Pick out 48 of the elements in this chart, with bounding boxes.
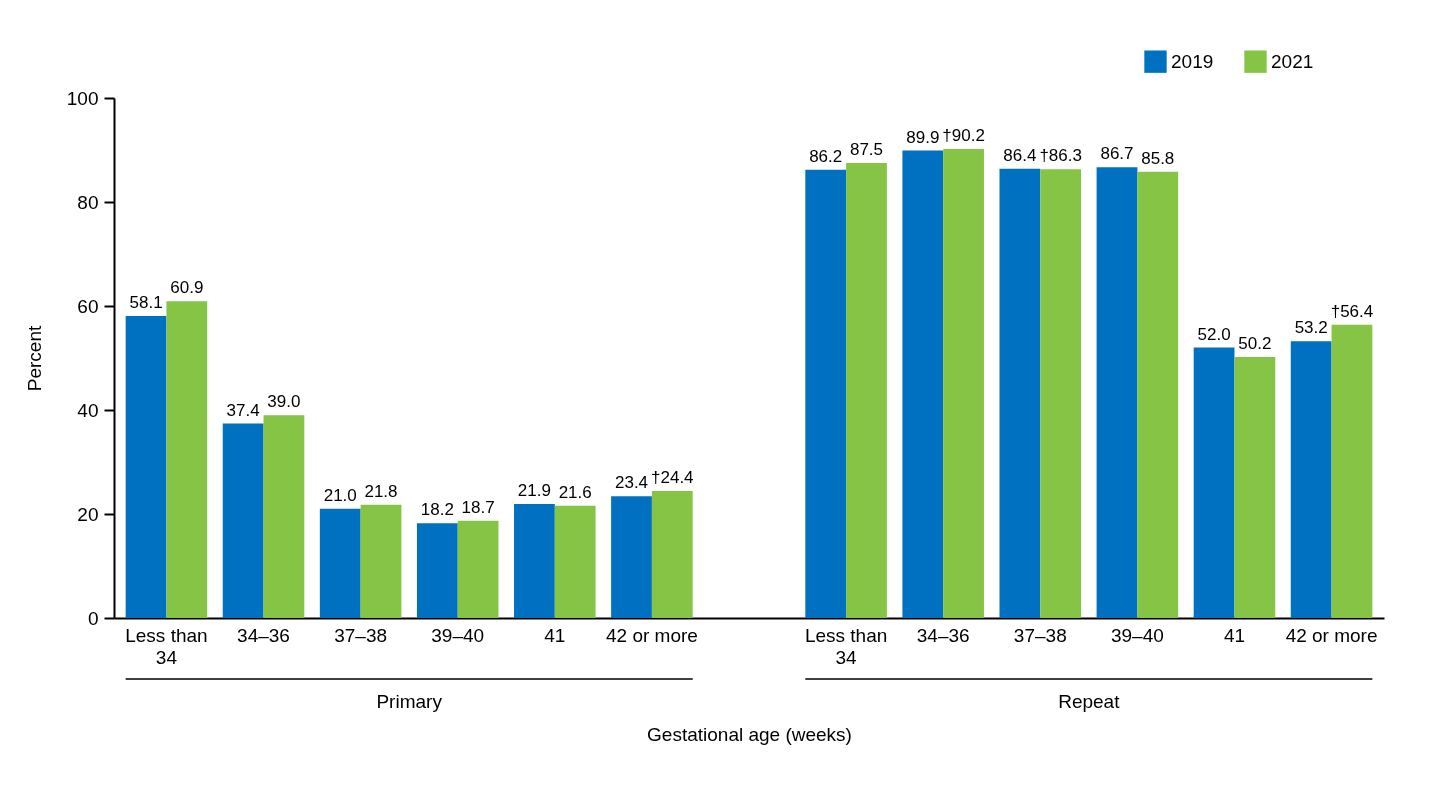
- data-label: 85.8: [1141, 148, 1175, 168]
- x-tick-label: Less than 34: [804, 624, 888, 668]
- text: Primary: [376, 691, 443, 712]
- x-tick-label: Less than 34: [125, 624, 208, 668]
- legend-label: 2019: [1171, 50, 1214, 72]
- x-tick-label: 34–36: [916, 624, 970, 646]
- x-tick-label: 37–38: [334, 624, 388, 646]
- y-tick-label: 0: [87, 607, 99, 629]
- data-label: 86.7: [1100, 144, 1134, 164]
- y-tick-label: 60: [77, 295, 99, 317]
- data-label: 37.4: [226, 400, 260, 420]
- data-label: 86.4: [1003, 145, 1037, 165]
- data-label: 23.4: [614, 473, 649, 493]
- data-label: †86.3: [1039, 146, 1082, 166]
- data-label: 18.2: [420, 500, 454, 520]
- data-label: 53.2: [1294, 318, 1328, 338]
- text: Repeat: [1058, 691, 1121, 712]
- y-tick-label: 100: [66, 87, 99, 109]
- data-label: 21.0: [323, 485, 357, 505]
- data-label: 60.9: [170, 278, 204, 298]
- x-tick-label: 39–40: [1110, 624, 1164, 646]
- data-label: †56.4: [1330, 301, 1374, 321]
- y-axis-title: Percent: [23, 325, 45, 392]
- x-tick-label: 34–36: [237, 624, 290, 646]
- x-tick-label: 37–38: [1013, 624, 1067, 646]
- data-label: 89.9: [906, 127, 940, 147]
- data-label: 21.8: [364, 481, 398, 501]
- data-label: 39.0: [267, 392, 301, 412]
- data-label: 87.5: [849, 140, 884, 159]
- data-label: 86.2: [809, 146, 843, 166]
- x-tick-label: 41: [1223, 624, 1246, 646]
- y-tick-label: 40: [77, 399, 99, 421]
- data-label: †90.2: [942, 125, 985, 145]
- y-tick-label: 80: [77, 191, 99, 213]
- data-label: 21.6: [558, 482, 592, 502]
- y-tick-label: 20: [77, 503, 99, 525]
- data-label: 52.0: [1197, 324, 1231, 344]
- data-label: 21.9: [517, 481, 551, 501]
- x-tick-label: 39–40: [431, 624, 485, 646]
- x-axis-title: Gestational age (weeks): [647, 723, 852, 745]
- data-label: 18.7: [461, 497, 495, 517]
- x-tick-label: 41: [544, 624, 566, 646]
- data-label: 50.2: [1238, 333, 1272, 353]
- data-label: †24.4: [651, 468, 694, 488]
- legend-label: 2021: [1271, 50, 1314, 72]
- x-tick-label: 42 or more: [605, 624, 698, 646]
- x-tick-label: 42 or more: [1285, 624, 1378, 646]
- data-label: 58.1: [129, 292, 163, 312]
